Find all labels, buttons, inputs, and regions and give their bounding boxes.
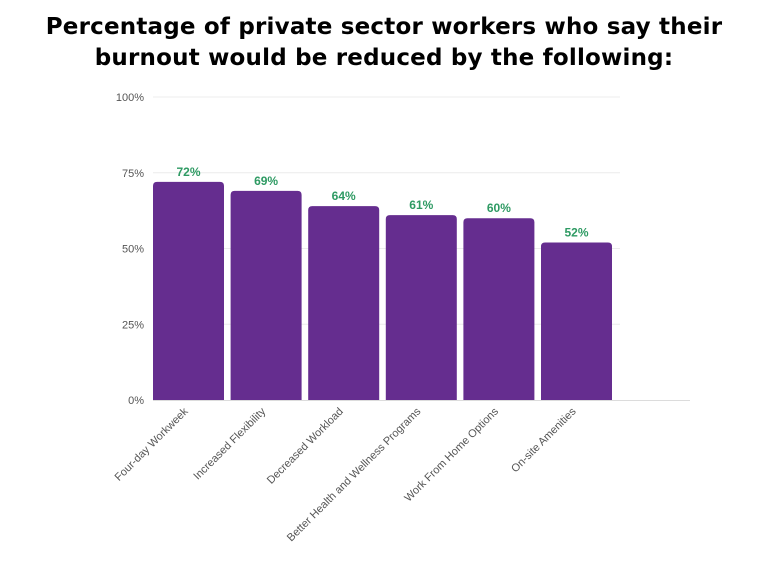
data-label: 60%	[487, 201, 511, 215]
data-label: 69%	[254, 174, 278, 188]
y-tick-label: 25%	[122, 319, 144, 331]
bar	[153, 181, 224, 400]
x-tick-label: Increased Flexibility	[191, 405, 268, 482]
bar	[308, 206, 380, 400]
x-tick-label: Four-day Workweek	[113, 405, 191, 483]
data-label: 72%	[176, 165, 200, 179]
x-tick-label: Decreased Workload	[265, 406, 346, 487]
y-tick-label: 0%	[128, 395, 144, 407]
x-tick-label: On-site Amenities	[509, 405, 579, 475]
bar	[230, 190, 302, 400]
chart-title: Percentage of private sector workers who…	[45, 14, 723, 71]
bar	[541, 242, 612, 400]
x-tick-label: Better Health and Wellness Programs	[285, 405, 424, 544]
bar	[385, 215, 457, 400]
data-label: 61%	[409, 198, 433, 212]
bar	[463, 218, 535, 400]
y-tick-label: 100%	[116, 92, 144, 104]
y-tick-label: 50%	[122, 244, 144, 256]
y-tick-label: 75%	[122, 168, 144, 180]
data-label: 64%	[332, 189, 356, 203]
data-label: 52%	[564, 225, 588, 239]
